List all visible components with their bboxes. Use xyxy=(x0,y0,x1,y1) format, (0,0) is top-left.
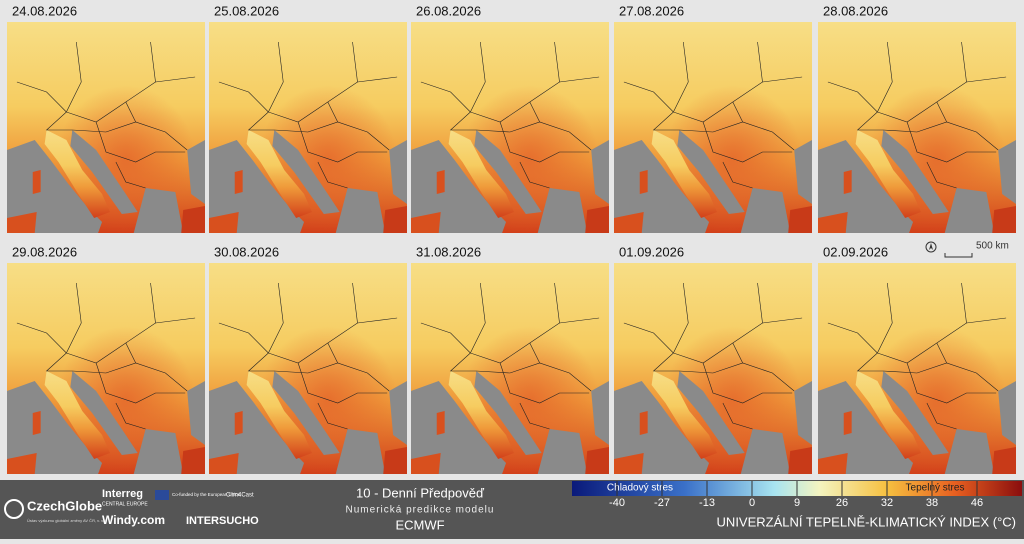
colorbar-tick-label: 26 xyxy=(836,497,848,509)
eu-flag xyxy=(155,490,169,500)
map xyxy=(7,263,205,474)
panel-date: 01.09.2026 xyxy=(619,244,684,259)
logo: Interreg xyxy=(102,488,143,500)
heat-label: Tepelný stres xyxy=(906,483,965,494)
map xyxy=(614,263,812,474)
map xyxy=(209,263,407,474)
map xyxy=(209,22,407,233)
logo: Windy.com xyxy=(102,513,165,527)
panel-date: 27.08.2026 xyxy=(619,3,684,18)
panel-date: 24.08.2026 xyxy=(12,3,77,18)
map xyxy=(614,22,812,233)
map xyxy=(411,22,609,233)
colorbar-tick-label: 46 xyxy=(971,497,983,509)
panel-date: 30.08.2026 xyxy=(214,244,279,259)
map xyxy=(818,22,1016,233)
colorbar-ticks: -40 -27 -13 0 9 26 32 38 46 xyxy=(609,481,983,509)
logo-sub: CENTRAL EUROPE xyxy=(102,501,148,507)
colorbar-tick-label: 38 xyxy=(926,497,938,509)
colorbar-tick-label: 0 xyxy=(749,497,755,509)
scale-bar xyxy=(944,253,973,258)
map xyxy=(411,263,609,474)
cold-label: Chladový stres xyxy=(607,483,673,494)
logo: Clim4Cast xyxy=(226,493,254,499)
panel-date: 31.08.2026 xyxy=(416,244,481,259)
map xyxy=(818,263,1016,474)
logo: Co-funded by the European Union xyxy=(172,492,241,497)
footer-subtitle: Numerická predikce modelu xyxy=(346,505,495,516)
panel-date: 29.08.2026 xyxy=(12,244,77,259)
logo-sub: Ústav výzkumu globální změny AV ČR, v. v… xyxy=(27,518,107,523)
colorbar-tick-label: -27 xyxy=(654,497,670,509)
panel-date: 28.08.2026 xyxy=(823,3,888,18)
colorbar-tick-label: -40 xyxy=(609,497,625,509)
panel-date: 25.08.2026 xyxy=(214,3,279,18)
footer-model: ECMWF xyxy=(395,517,444,532)
colorbar-tick-label: -13 xyxy=(699,497,715,509)
colorbar-tick-label: 32 xyxy=(881,497,893,509)
map-panels: 24.08.2026 25.08.2026 26.08.2026 27.08.2026… xyxy=(7,3,1016,474)
north-arrow xyxy=(925,241,937,253)
colorbar-tick-label: 9 xyxy=(794,497,800,509)
footer-title: 10 - Denní Předpověď xyxy=(356,485,485,500)
logo-icon xyxy=(4,499,24,519)
legend-title: UNIVERZÁLNÍ TEPELNĚ-KLIMATICKÝ INDEX (°C… xyxy=(717,514,1016,529)
scale-label: 500 km xyxy=(976,241,1009,252)
map xyxy=(7,22,205,233)
panel-date: 26.08.2026 xyxy=(416,3,481,18)
logo: INTERSUCHO xyxy=(186,515,259,527)
logo: CzechGlobe xyxy=(27,498,102,513)
panel-date: 02.09.2026 xyxy=(823,244,888,259)
